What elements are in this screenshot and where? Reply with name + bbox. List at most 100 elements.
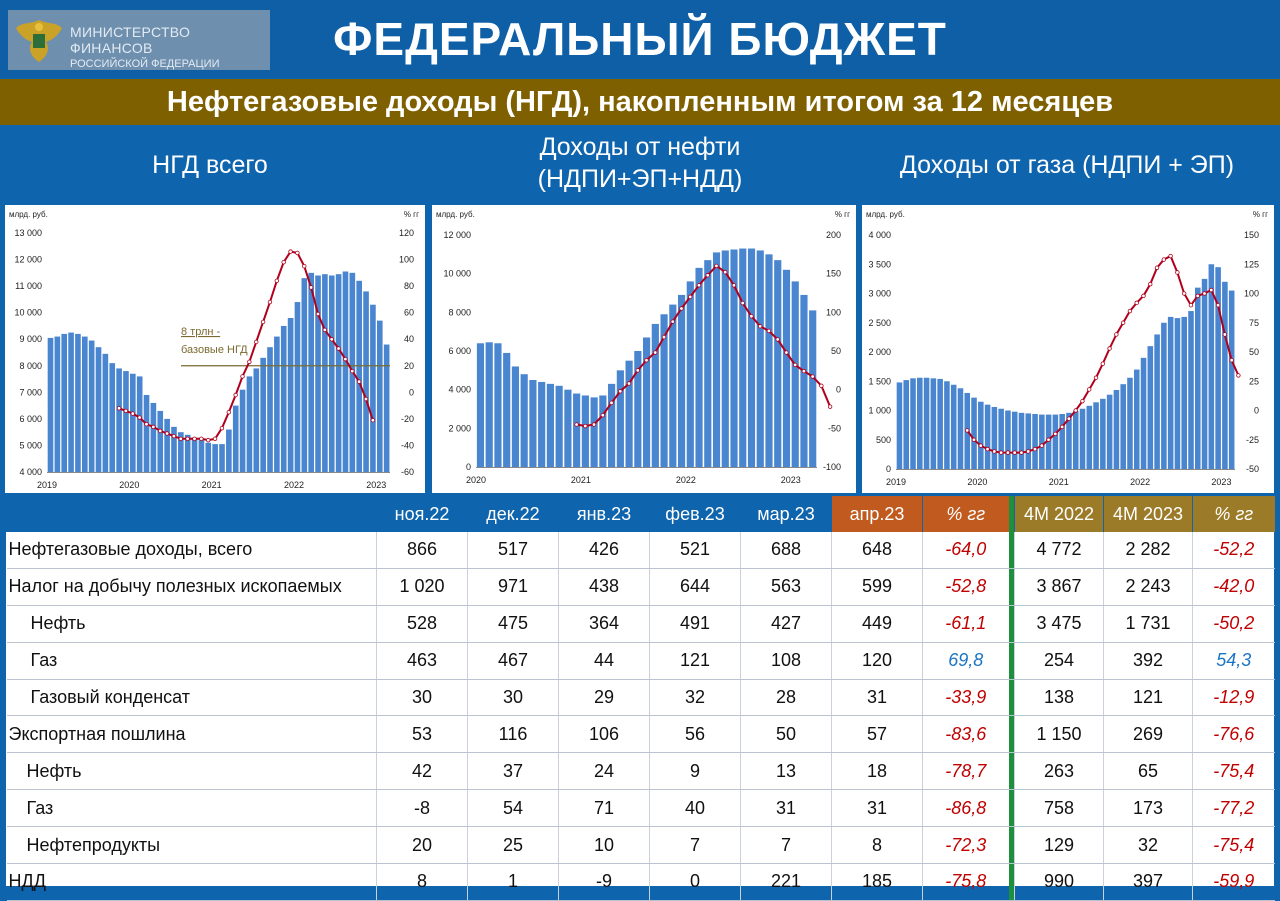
green-separator <box>1008 496 1015 532</box>
bar <box>686 281 694 467</box>
table-row: Газ -8 54 71 40 31 31 -86,8 758 173 -77,2 <box>6 789 1275 828</box>
y-tick-label: 2 500 <box>868 318 891 328</box>
yoy-point <box>591 422 597 427</box>
y-tick-label: 0 <box>886 464 891 474</box>
left-unit-label: млрд. руб. <box>9 210 48 219</box>
bar <box>315 275 321 472</box>
bar <box>1127 377 1133 469</box>
bar <box>287 317 294 472</box>
bar <box>363 291 369 472</box>
bar <box>991 406 998 469</box>
table-cell: -50,2 <box>1192 605 1275 643</box>
bar <box>917 377 923 469</box>
yoy-point <box>757 324 763 329</box>
yoy-point <box>295 250 300 256</box>
green-separator <box>1008 532 1015 569</box>
table-cell: 25 <box>467 826 559 865</box>
yoy-point <box>1202 291 1207 296</box>
y-tick-label: 12 000 <box>443 230 471 240</box>
table-cell: 866 <box>376 532 468 569</box>
yoy-point <box>740 300 745 306</box>
chart-ngd-total: млрд. руб. % гг 4 000 5 000 6 000 7 000 8 000 9… <box>5 205 425 493</box>
yoy-point <box>356 379 362 384</box>
table-cell: 254 <box>1014 642 1104 680</box>
yoy-point <box>336 346 341 351</box>
bar <box>274 336 280 472</box>
yoy-point <box>964 428 970 433</box>
bar <box>1086 405 1093 469</box>
bar <box>957 388 964 469</box>
bar <box>61 333 68 472</box>
bar <box>485 342 493 467</box>
yoy-point <box>661 334 667 340</box>
y-tick-label: 13 000 <box>14 228 42 238</box>
bar <box>1072 411 1079 469</box>
table-cell: 1 150 <box>1014 715 1104 754</box>
yoy-point <box>1012 450 1017 455</box>
yoy-point <box>1107 346 1112 351</box>
bar <box>376 320 383 472</box>
table-cell: -33,9 <box>922 679 1009 717</box>
chart-ngd-total-svg: млрд. руб. % гг 4 000 5 000 6 000 7 000 8 000 9… <box>9 210 419 490</box>
bar <box>520 374 528 467</box>
bar <box>503 352 511 467</box>
column-header: дек.22 <box>467 496 559 532</box>
table-cell: -75,4 <box>1192 752 1275 791</box>
table-cell: 563 <box>740 567 832 606</box>
yoy-point <box>1080 398 1085 404</box>
bar <box>511 366 520 467</box>
yoy-point <box>192 436 197 442</box>
yoy-point <box>1215 302 1221 308</box>
yoy-point <box>185 436 190 442</box>
row-label: Газовый конденсат <box>6 679 377 717</box>
bar <box>1032 414 1038 469</box>
y-tick-label: 0 <box>466 462 471 472</box>
bar <box>1113 390 1120 469</box>
bar <box>150 402 157 472</box>
bar <box>1215 267 1221 469</box>
y2-tick-label: 20 <box>404 361 414 371</box>
y2-tick-label: -100 <box>823 462 841 472</box>
yoy-point <box>1005 450 1011 455</box>
table-cell: 120 <box>831 642 923 680</box>
yoy-point <box>653 350 658 355</box>
bar <box>1174 318 1181 469</box>
bar <box>1005 410 1011 469</box>
x-tick-label: 2019 <box>886 477 906 487</box>
y-tick-label: 8 000 <box>19 361 42 371</box>
bar <box>198 440 205 472</box>
row-label: Нефть <box>6 752 377 791</box>
bar <box>1011 411 1018 469</box>
table-cell: 13 <box>740 752 832 791</box>
table-cell: 427 <box>740 605 832 643</box>
x-tick-label: 2023 <box>366 480 386 490</box>
y2-tick-label: 50 <box>831 346 841 356</box>
chart2-title: Доходы от нефти (НДПИ+ЭП+НДД) <box>460 131 820 195</box>
bar <box>721 250 729 467</box>
bar <box>669 304 677 467</box>
table-cell: 44 <box>558 642 650 680</box>
yoy-point <box>308 285 314 290</box>
yoy-point <box>1059 424 1065 430</box>
yoy-point <box>688 294 693 300</box>
table-cell: 221 <box>740 863 832 901</box>
x-tick-label: 2021 <box>571 475 591 485</box>
column-header: 4М 2022 <box>1014 496 1104 532</box>
left-unit-label: млрд. руб. <box>866 210 905 219</box>
y-tick-label: 6 000 <box>448 346 471 356</box>
bar <box>494 343 502 467</box>
table-cell: 2 282 <box>1103 532 1193 569</box>
yoy-point <box>1087 387 1092 392</box>
table-cell: 599 <box>831 567 923 606</box>
table-cell: -64,0 <box>922 532 1009 569</box>
y-tick-label: 3 500 <box>868 259 891 269</box>
bar <box>1208 264 1215 469</box>
table-cell: -52,8 <box>922 567 1009 606</box>
table-cell: 32 <box>1103 826 1193 865</box>
y-tick-label: 1 500 <box>868 376 891 386</box>
yoy-point <box>226 410 231 415</box>
table-cell: 116 <box>467 715 559 754</box>
green-separator <box>1008 789 1015 828</box>
table-cell: 42 <box>376 752 468 791</box>
table-cell: -42,0 <box>1192 567 1275 606</box>
